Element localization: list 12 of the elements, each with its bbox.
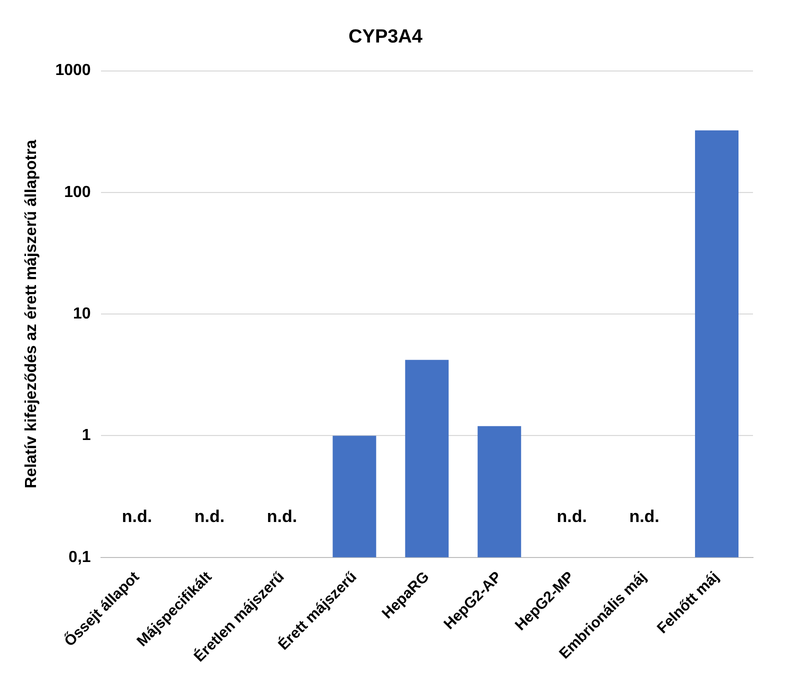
y-axis-title: Relatív kifejeződés az érett májszerű állapotra xyxy=(23,140,40,488)
text: n.d. xyxy=(556,507,587,526)
text: n.d. xyxy=(629,507,660,526)
text: n.d. xyxy=(122,507,152,526)
y-tick-label: 0,1 xyxy=(68,548,91,566)
y-tick-label: 1 xyxy=(82,427,91,444)
text: n.d. xyxy=(266,507,298,526)
y-tick-label: 10 xyxy=(72,306,91,322)
chart-title: CYP3A4 xyxy=(348,26,423,48)
y-tick-label: 100 xyxy=(64,184,91,201)
text: n.d. xyxy=(194,507,225,526)
y-tick-label: 1000 xyxy=(55,62,91,80)
